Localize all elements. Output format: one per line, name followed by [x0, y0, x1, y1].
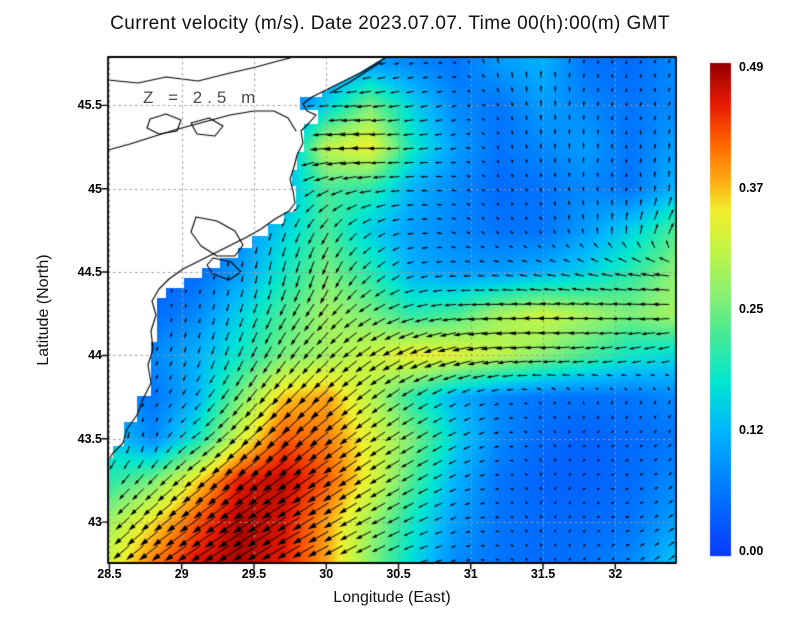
x-tick-label: 32 — [608, 567, 623, 581]
x-tick-label: 28.5 — [97, 567, 122, 581]
y-tick-label: 43.5 — [77, 431, 102, 446]
depth-annotation: Z = 2.5 m — [143, 88, 261, 107]
x-tick-label: 29.5 — [241, 567, 267, 581]
x-axis-label: Longitude (East) — [333, 589, 451, 606]
y-tick-label: 45 — [88, 181, 102, 196]
colorbar-tick-label: 0.25 — [739, 302, 764, 316]
y-tick-label: 44.5 — [77, 265, 102, 280]
x-tick-label: 29 — [174, 567, 189, 581]
x-tick-label: 31 — [463, 567, 478, 581]
colorbar-tick-label: 0.00 — [739, 544, 764, 558]
y-tick-label: 44 — [88, 348, 102, 363]
y-tick-label: 43 — [88, 515, 102, 530]
figure-title: Current velocity (m/s). Date 2023.07.07.… — [110, 13, 670, 34]
colorbar-tick-label: 0.12 — [739, 423, 764, 437]
colorbar-tick-label: 0.37 — [739, 181, 764, 195]
y-tick-label: 45.5 — [77, 98, 102, 113]
x-tick-label: 30.5 — [386, 567, 411, 581]
colorbar-tick-label: 0.49 — [739, 60, 764, 74]
x-tick-label: 30 — [319, 567, 334, 581]
x-tick-label: 31.5 — [530, 567, 556, 581]
